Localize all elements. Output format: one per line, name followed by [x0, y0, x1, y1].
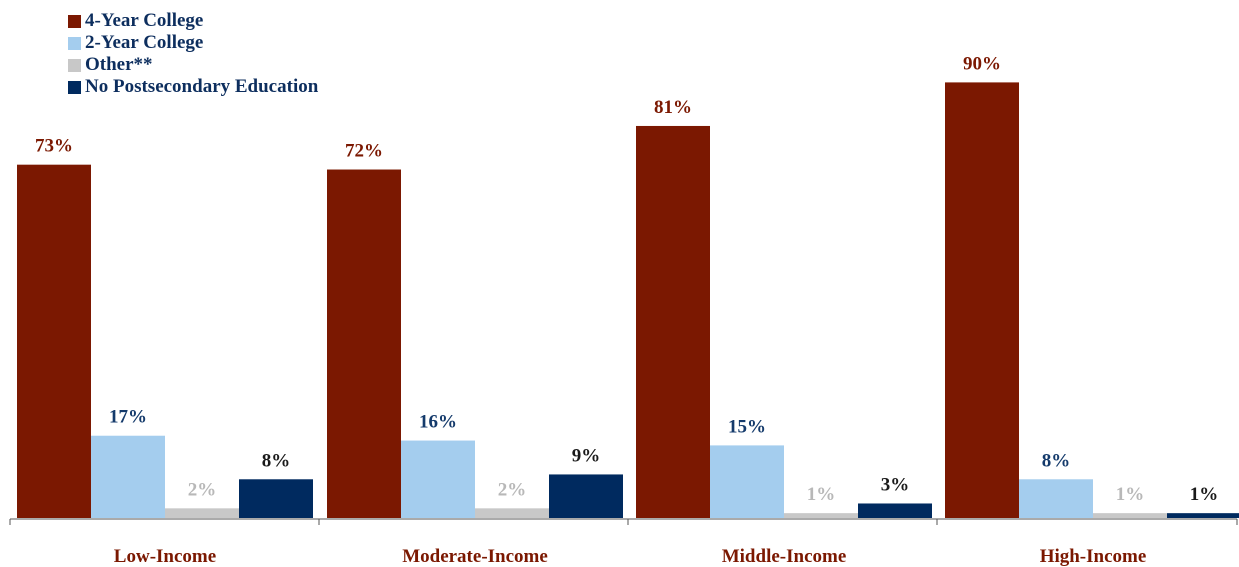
legend-swatch-no-postsecondary — [68, 81, 81, 94]
data-label-high-income-2-year-college: 8% — [1042, 450, 1071, 471]
bar-high-income-4-year-college — [945, 82, 1019, 519]
data-label-low-income-no-postsecondary: 8% — [262, 450, 291, 471]
category-label-high-income: High-Income — [1040, 546, 1147, 567]
legend-label-other: Other** — [85, 54, 153, 75]
legend-label-2-year-college: 2-Year College — [85, 32, 204, 53]
category-label-moderate-income: Moderate-Income — [402, 546, 548, 567]
category-label-middle-income: Middle-Income — [722, 546, 847, 567]
bar-middle-income-other — [784, 513, 858, 518]
data-label-middle-income-4-year-college: 81% — [654, 97, 692, 118]
bar-high-income-2-year-college — [1019, 479, 1093, 518]
data-label-moderate-income-2-year-college: 16% — [419, 412, 457, 433]
data-label-low-income-4-year-college: 73% — [35, 136, 73, 157]
bar-high-income-no-postsecondary — [1167, 513, 1239, 518]
category-label-low-income: Low-Income — [114, 546, 216, 567]
data-label-moderate-income-no-postsecondary: 9% — [572, 445, 601, 466]
bar-moderate-income-4-year-college — [327, 169, 401, 518]
bar-moderate-income-2-year-college — [401, 440, 475, 518]
legend-item-2-year-college: 2-Year College — [68, 32, 318, 54]
data-label-middle-income-2-year-college: 15% — [728, 416, 766, 437]
bar-low-income-2-year-college — [91, 435, 165, 518]
legend-label-no-postsecondary: No Postsecondary Education — [85, 76, 319, 97]
legend-item-4-year-college: 4-Year College — [68, 10, 318, 32]
bar-low-income-other — [165, 508, 239, 518]
data-label-moderate-income-4-year-college: 72% — [345, 141, 383, 162]
bars-group — [17, 82, 1239, 519]
bar-low-income-no-postsecondary — [239, 479, 313, 518]
data-label-high-income-4-year-college: 90% — [963, 53, 1001, 74]
bar-middle-income-4-year-college — [636, 125, 710, 519]
bar-high-income-other — [1093, 513, 1167, 518]
legend-item-other: Other** — [68, 54, 318, 76]
data-label-low-income-2-year-college: 17% — [109, 407, 147, 428]
bar-middle-income-2-year-college — [710, 445, 784, 518]
data-labels-group: 73% 17% 2% 8% Low-Income 72% 16% 2% 9% Moderate-I… — [35, 53, 1218, 567]
legend: 4-Year College 2-Year College Other** No… — [68, 10, 318, 98]
bar-low-income-4-year-college — [17, 164, 91, 518]
data-label-middle-income-no-postsecondary: 3% — [881, 474, 910, 495]
data-label-high-income-no-postsecondary: 1% — [1190, 484, 1219, 505]
bar-middle-income-no-postsecondary — [858, 503, 932, 518]
legend-swatch-2-year-college — [68, 37, 81, 50]
data-label-moderate-income-other: 2% — [498, 479, 527, 500]
x-axis — [9, 518, 1238, 525]
bar-moderate-income-no-postsecondary — [549, 474, 623, 518]
bar-moderate-income-other — [475, 508, 549, 518]
legend-item-no-postsecondary: No Postsecondary Education — [68, 76, 318, 98]
data-label-high-income-other: 1% — [1116, 484, 1145, 505]
legend-label-4-year-college: 4-Year College — [85, 10, 204, 31]
legend-swatch-other — [68, 59, 81, 72]
legend-swatch-4-year-college — [68, 15, 81, 28]
data-label-low-income-other: 2% — [188, 479, 217, 500]
data-label-middle-income-other: 1% — [807, 484, 836, 505]
